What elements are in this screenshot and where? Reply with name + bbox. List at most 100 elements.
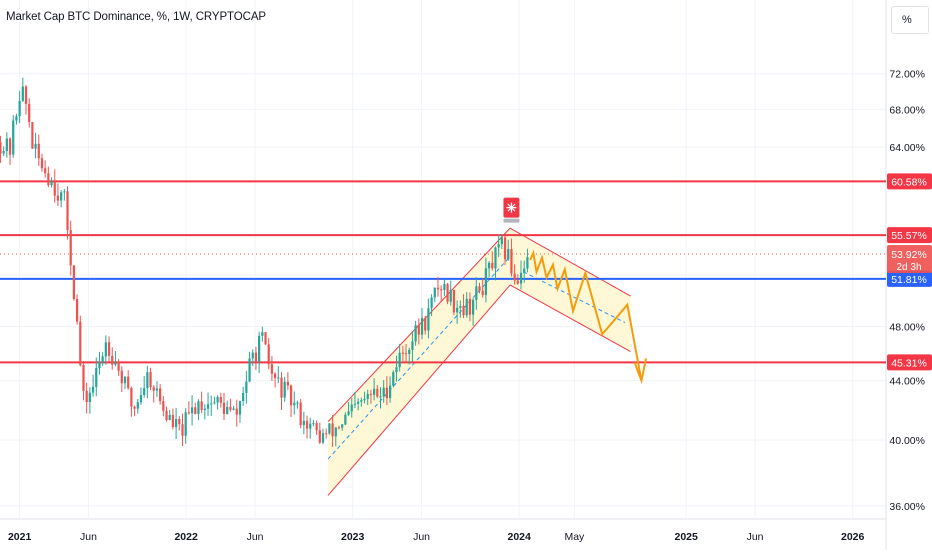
candle-body[interactable] bbox=[321, 433, 325, 443]
x-axis[interactable]: 2021 Jun 2022 Jun 2023 Jun 2024 May 2025 Jun 2026 bbox=[8, 531, 865, 543]
candle-body[interactable] bbox=[513, 273, 516, 281]
candle-body[interactable] bbox=[401, 352, 404, 354]
level-price-tag[interactable]: 45.31% bbox=[887, 354, 932, 371]
candle-body[interactable] bbox=[500, 237, 503, 245]
candle-body[interactable] bbox=[481, 290, 484, 296]
candle-body[interactable] bbox=[430, 297, 433, 309]
candle-body[interactable] bbox=[273, 373, 277, 378]
candle-body[interactable] bbox=[465, 298, 468, 316]
candle-body[interactable] bbox=[165, 410, 168, 421]
candle-body[interactable] bbox=[216, 396, 219, 403]
level-price-tag[interactable]: 60.58% bbox=[887, 173, 932, 190]
candle-body[interactable] bbox=[293, 402, 296, 406]
candle-body[interactable] bbox=[318, 430, 321, 443]
candle-body[interactable] bbox=[427, 308, 430, 331]
candle-body[interactable] bbox=[111, 355, 114, 365]
candle-body[interactable] bbox=[133, 406, 136, 409]
candle-body[interactable] bbox=[503, 237, 507, 260]
candle-body[interactable] bbox=[143, 388, 146, 396]
candle-body[interactable] bbox=[104, 342, 107, 357]
projection-path[interactable] bbox=[529, 249, 643, 381]
candle-body[interactable] bbox=[475, 286, 478, 300]
candle-body[interactable] bbox=[254, 352, 258, 362]
y-axis[interactable]: 36.00% 40.00% 44.00% 48.00% 64.00% 68.00% 72.0… bbox=[889, 69, 925, 513]
level-price-tag[interactable]: 51.81% bbox=[887, 270, 932, 287]
candle-body[interactable] bbox=[130, 388, 133, 407]
candle-body[interactable] bbox=[200, 401, 203, 411]
candle-body[interactable] bbox=[363, 398, 366, 401]
scale-unit-button[interactable]: % bbox=[891, 6, 929, 34]
candle-body[interactable] bbox=[114, 362, 117, 365]
candle-body[interactable] bbox=[12, 120, 15, 155]
candle-body[interactable] bbox=[5, 138, 8, 151]
candle-body[interactable] bbox=[0, 142, 2, 154]
channel-lower-line[interactable] bbox=[509, 284, 631, 353]
candle-body[interactable] bbox=[56, 195, 60, 201]
candle-body[interactable] bbox=[181, 424, 184, 436]
candle-body[interactable] bbox=[366, 393, 369, 399]
candle-body[interactable] bbox=[440, 289, 443, 291]
candle-body[interactable] bbox=[123, 376, 127, 384]
candle-body[interactable] bbox=[491, 262, 494, 269]
candle-body[interactable] bbox=[219, 396, 222, 403]
candle-body[interactable] bbox=[388, 385, 392, 399]
candle-body[interactable] bbox=[251, 352, 254, 359]
candle-body[interactable] bbox=[232, 408, 235, 410]
candle-body[interactable] bbox=[487, 262, 491, 269]
candle-body[interactable] bbox=[37, 143, 40, 159]
candle-body[interactable] bbox=[296, 402, 299, 404]
candle-body[interactable] bbox=[50, 181, 53, 186]
candle-body[interactable] bbox=[155, 388, 159, 391]
candle-body[interactable] bbox=[325, 433, 328, 435]
candle-body[interactable] bbox=[436, 287, 440, 290]
candle-body[interactable] bbox=[446, 283, 449, 302]
candle-body[interactable] bbox=[299, 402, 302, 426]
candle-body[interactable] bbox=[63, 191, 66, 193]
candle-body[interactable] bbox=[152, 387, 155, 391]
candle-body[interactable] bbox=[379, 396, 382, 398]
candle-body[interactable] bbox=[171, 415, 175, 428]
candle-body[interactable] bbox=[44, 168, 47, 174]
candle-body[interactable] bbox=[315, 423, 318, 431]
candle-body[interactable] bbox=[392, 372, 395, 386]
candle-body[interactable] bbox=[443, 283, 446, 291]
candle-body[interactable] bbox=[494, 247, 497, 269]
candle-body[interactable] bbox=[72, 265, 76, 299]
candle-body[interactable] bbox=[369, 393, 373, 395]
candle-body[interactable] bbox=[53, 181, 56, 196]
candle-body[interactable] bbox=[203, 408, 206, 411]
candle-body[interactable] bbox=[66, 191, 69, 231]
channel-lower-line[interactable] bbox=[327, 284, 511, 496]
candle-body[interactable] bbox=[344, 414, 347, 425]
candle-body[interactable] bbox=[34, 143, 37, 149]
candle-body[interactable] bbox=[277, 377, 280, 379]
channel-upper-line[interactable] bbox=[509, 227, 631, 297]
candle-body[interactable] bbox=[91, 386, 95, 393]
candle-body[interactable] bbox=[452, 289, 456, 313]
candle-body[interactable] bbox=[337, 427, 341, 429]
candle-body[interactable] bbox=[305, 420, 309, 429]
candle-body[interactable] bbox=[347, 411, 350, 415]
candle-body[interactable] bbox=[357, 401, 360, 404]
candle-body[interactable] bbox=[213, 402, 216, 404]
candle-body[interactable] bbox=[334, 427, 337, 437]
candle-body[interactable] bbox=[456, 307, 459, 313]
candle-body[interactable] bbox=[468, 298, 472, 315]
candle-body[interactable] bbox=[47, 173, 50, 186]
candle-body[interactable] bbox=[328, 423, 331, 434]
descending-channel[interactable] bbox=[509, 227, 631, 353]
candle-body[interactable] bbox=[331, 423, 334, 437]
candlestick-series[interactable] bbox=[0, 77, 529, 447]
candle-body[interactable] bbox=[424, 318, 427, 331]
candle-body[interactable] bbox=[433, 287, 436, 298]
candle-body[interactable] bbox=[459, 305, 462, 308]
candle-body[interactable] bbox=[411, 341, 414, 350]
candle-body[interactable] bbox=[168, 415, 171, 421]
candle-body[interactable] bbox=[8, 138, 12, 155]
candle-body[interactable] bbox=[519, 272, 523, 284]
candle-body[interactable] bbox=[136, 402, 139, 409]
candle-body[interactable] bbox=[462, 305, 465, 316]
candle-body[interactable] bbox=[101, 356, 104, 362]
